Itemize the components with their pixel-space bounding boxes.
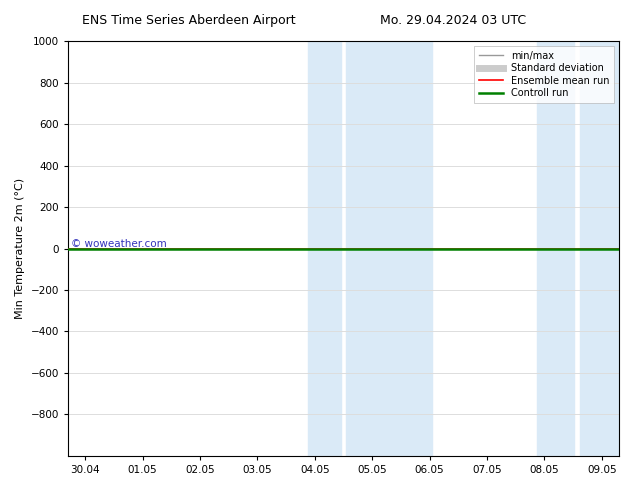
Bar: [308, 41, 340, 456]
Bar: [346, 41, 432, 456]
Text: © woweather.com: © woweather.com: [71, 239, 167, 248]
Bar: [538, 41, 574, 456]
Text: Mo. 29.04.2024 03 UTC: Mo. 29.04.2024 03 UTC: [380, 14, 526, 27]
Text: ENS Time Series Aberdeen Airport: ENS Time Series Aberdeen Airport: [82, 14, 296, 27]
Legend: min/max, Standard deviation, Ensemble mean run, Controll run: min/max, Standard deviation, Ensemble me…: [474, 46, 614, 103]
Bar: [580, 41, 630, 456]
Y-axis label: Min Temperature 2m (°C): Min Temperature 2m (°C): [15, 178, 25, 319]
